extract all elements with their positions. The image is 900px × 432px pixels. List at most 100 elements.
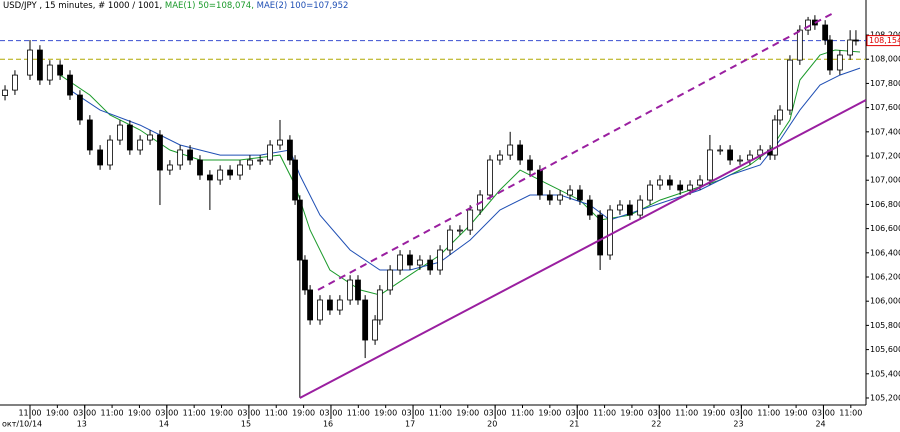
y-tick-label: 107,800 (870, 79, 900, 88)
candle-body (777, 109, 783, 121)
candle-body (707, 149, 713, 181)
candle-body (557, 194, 564, 201)
candle-body (302, 259, 308, 291)
candle-body (407, 254, 413, 266)
date-label: окт/10/14 (2, 420, 42, 429)
candle-body (107, 139, 113, 166)
x-tick-label: 11:00 (265, 409, 288, 418)
x-tick-label: 11:00 (429, 409, 452, 418)
trend-line (317, 11, 836, 291)
date-label: 16 (323, 420, 333, 429)
candle-body (836, 54, 843, 71)
candle-body (117, 124, 123, 141)
x-tick-label: 19:00 (46, 409, 69, 418)
candle-body (67, 74, 73, 96)
chart-title: USD/JPY , 15 minutes, # 1000 / 1001, MAE… (3, 1, 348, 11)
candle-body (336, 299, 343, 311)
candle-body (292, 159, 298, 201)
candle-body (697, 179, 703, 186)
candle-body (657, 179, 663, 186)
date-label: 21 (569, 420, 579, 429)
candle-body (567, 189, 573, 196)
candle-body (247, 159, 253, 166)
y-tick-label: 107,200 (870, 152, 900, 161)
candle-body (166, 164, 173, 171)
candle-body (197, 159, 203, 176)
candle-body (217, 169, 224, 181)
candle-body (317, 299, 323, 321)
candle-body (717, 149, 724, 152)
candle-body (853, 39, 859, 42)
x-tick-label: 19:00 (785, 409, 808, 418)
candle-body (97, 149, 104, 166)
price-label: 108,154 (869, 36, 900, 45)
x-tick-label: 11:00 (675, 409, 698, 418)
candle-body (355, 279, 361, 301)
candle-body (157, 134, 163, 171)
candle-body (416, 259, 423, 266)
candle-body (2, 89, 8, 96)
title-part: USD/JPY , 15 minutes, # 1000 / 1001, (3, 1, 162, 11)
candle-body (586, 199, 593, 216)
candle-body (687, 184, 693, 191)
candle-body (347, 279, 354, 301)
candle-body (677, 184, 684, 191)
candle-body (376, 289, 383, 321)
x-tick-label: 19:00 (702, 409, 725, 418)
y-tick-label: 106,000 (870, 297, 900, 306)
candle-body (57, 64, 63, 76)
date-label: 14 (159, 420, 169, 429)
x-tick-label: 11:00 (593, 409, 616, 418)
candle-body (277, 139, 283, 146)
candle-body (517, 144, 523, 161)
candle-body (387, 269, 394, 291)
candle-body (827, 39, 833, 71)
date-label: 20 (487, 420, 497, 429)
x-tick-label: 19:00 (374, 409, 397, 418)
candle-body (537, 169, 543, 196)
candle-body (46, 64, 53, 81)
candle-body (507, 144, 514, 156)
candle-body (257, 159, 264, 162)
candle-body (787, 59, 793, 111)
candle-body (597, 214, 604, 256)
candle-body (307, 289, 313, 321)
candle-body (626, 204, 633, 216)
candle-body (577, 189, 583, 201)
y-tick-label: 105,800 (870, 321, 900, 330)
y-tick-label: 105,200 (870, 393, 900, 402)
candle-body (617, 204, 623, 211)
x-tick-label: 19:00 (538, 409, 561, 418)
candle-body (296, 199, 303, 261)
x-tick-label: 11:00 (757, 409, 780, 418)
candle-body (12, 74, 18, 91)
candle-body (796, 29, 803, 61)
x-tick-label: 19:00 (128, 409, 151, 418)
date-label: 23 (733, 420, 743, 429)
candle-body (427, 259, 434, 271)
y-tick-label: 106,200 (870, 273, 900, 282)
date-label: 13 (77, 420, 87, 429)
candle-body (267, 144, 273, 161)
x-tick-label: 11:00 (183, 409, 206, 418)
x-tick-label: 19:00 (210, 409, 233, 418)
date-label: 24 (815, 420, 825, 429)
candle-body (737, 159, 743, 162)
candle-body (77, 94, 83, 121)
candle-body (327, 299, 333, 311)
trend-line (299, 99, 866, 399)
x-tick-label: 19:00 (620, 409, 643, 418)
y-tick-label: 107,400 (870, 127, 900, 136)
candle-body (86, 119, 93, 151)
candle-body (437, 249, 443, 271)
moving-average (69, 67, 861, 271)
candle-body (177, 149, 184, 166)
candle-body (206, 174, 213, 181)
candle-body (126, 124, 133, 151)
candle-body (397, 254, 403, 271)
candle-body (727, 149, 733, 161)
candle-body (771, 119, 778, 156)
candle-body (546, 194, 553, 201)
